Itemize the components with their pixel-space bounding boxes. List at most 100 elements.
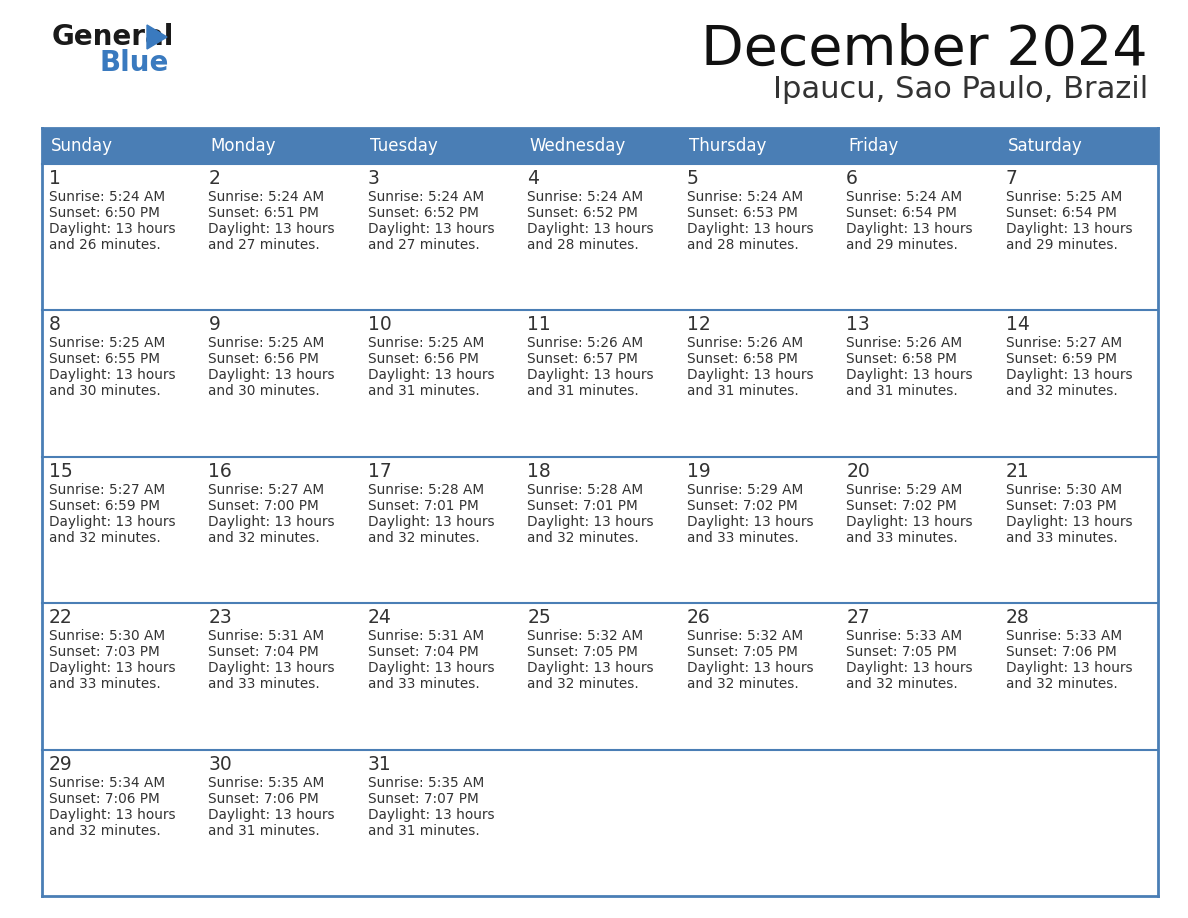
Bar bbox=[520, 750, 680, 896]
Text: Sunset: 6:59 PM: Sunset: 6:59 PM bbox=[49, 498, 160, 513]
Text: 23: 23 bbox=[208, 609, 232, 627]
Text: Daylight: 13 hours: Daylight: 13 hours bbox=[687, 661, 814, 676]
Text: Sunset: 7:02 PM: Sunset: 7:02 PM bbox=[687, 498, 797, 513]
Text: Sunrise: 5:25 AM: Sunrise: 5:25 AM bbox=[208, 336, 324, 351]
Text: Sunrise: 5:33 AM: Sunrise: 5:33 AM bbox=[846, 629, 962, 644]
Text: Sunset: 7:05 PM: Sunset: 7:05 PM bbox=[846, 645, 958, 659]
Text: Sunrise: 5:34 AM: Sunrise: 5:34 AM bbox=[49, 776, 165, 789]
Text: Sunset: 6:57 PM: Sunset: 6:57 PM bbox=[527, 353, 638, 366]
Text: Sunrise: 5:35 AM: Sunrise: 5:35 AM bbox=[368, 776, 484, 789]
Text: 15: 15 bbox=[49, 462, 72, 481]
Text: Sunrise: 5:27 AM: Sunrise: 5:27 AM bbox=[208, 483, 324, 497]
Bar bbox=[680, 750, 839, 896]
Text: Daylight: 13 hours: Daylight: 13 hours bbox=[49, 808, 176, 822]
Text: 1: 1 bbox=[49, 169, 61, 188]
Text: Saturday: Saturday bbox=[1007, 137, 1082, 155]
Text: Daylight: 13 hours: Daylight: 13 hours bbox=[1005, 222, 1132, 236]
Text: Daylight: 13 hours: Daylight: 13 hours bbox=[208, 515, 335, 529]
Text: 5: 5 bbox=[687, 169, 699, 188]
Bar bbox=[202, 164, 361, 310]
Text: Sunrise: 5:30 AM: Sunrise: 5:30 AM bbox=[49, 629, 165, 644]
Bar bbox=[202, 310, 361, 457]
Text: and 33 minutes.: and 33 minutes. bbox=[687, 531, 798, 544]
Bar bbox=[999, 457, 1158, 603]
Text: Daylight: 13 hours: Daylight: 13 hours bbox=[527, 368, 653, 383]
Text: Sunset: 7:05 PM: Sunset: 7:05 PM bbox=[527, 645, 638, 659]
Text: and 31 minutes.: and 31 minutes. bbox=[368, 385, 480, 398]
Text: Sunday: Sunday bbox=[51, 137, 113, 155]
Bar bbox=[839, 457, 999, 603]
Text: and 26 minutes.: and 26 minutes. bbox=[49, 238, 160, 252]
Text: Daylight: 13 hours: Daylight: 13 hours bbox=[846, 661, 973, 676]
Text: Sunrise: 5:28 AM: Sunrise: 5:28 AM bbox=[368, 483, 484, 497]
Text: and 32 minutes.: and 32 minutes. bbox=[687, 677, 798, 691]
Text: Sunset: 6:56 PM: Sunset: 6:56 PM bbox=[208, 353, 320, 366]
Text: 13: 13 bbox=[846, 316, 870, 334]
Text: and 33 minutes.: and 33 minutes. bbox=[368, 677, 480, 691]
Text: 10: 10 bbox=[368, 316, 392, 334]
Text: and 32 minutes.: and 32 minutes. bbox=[846, 677, 958, 691]
Bar bbox=[999, 164, 1158, 310]
Text: Daylight: 13 hours: Daylight: 13 hours bbox=[527, 661, 653, 676]
Text: Sunrise: 5:29 AM: Sunrise: 5:29 AM bbox=[846, 483, 962, 497]
Text: 30: 30 bbox=[208, 755, 232, 774]
Text: Sunset: 7:06 PM: Sunset: 7:06 PM bbox=[1005, 645, 1117, 659]
Text: Ipaucu, Sao Paulo, Brazil: Ipaucu, Sao Paulo, Brazil bbox=[772, 75, 1148, 104]
Text: and 32 minutes.: and 32 minutes. bbox=[527, 531, 639, 544]
Bar bbox=[839, 310, 999, 457]
Text: Daylight: 13 hours: Daylight: 13 hours bbox=[49, 515, 176, 529]
Text: Sunrise: 5:24 AM: Sunrise: 5:24 AM bbox=[527, 190, 644, 204]
Text: and 27 minutes.: and 27 minutes. bbox=[368, 238, 480, 252]
Text: Sunrise: 5:31 AM: Sunrise: 5:31 AM bbox=[368, 629, 484, 644]
Bar bbox=[361, 457, 520, 603]
Text: Sunrise: 5:27 AM: Sunrise: 5:27 AM bbox=[49, 483, 165, 497]
Text: and 29 minutes.: and 29 minutes. bbox=[1005, 238, 1118, 252]
Text: 3: 3 bbox=[368, 169, 380, 188]
Text: Daylight: 13 hours: Daylight: 13 hours bbox=[208, 222, 335, 236]
Text: 31: 31 bbox=[368, 755, 392, 774]
Text: Daylight: 13 hours: Daylight: 13 hours bbox=[1005, 368, 1132, 383]
Text: Sunrise: 5:25 AM: Sunrise: 5:25 AM bbox=[368, 336, 484, 351]
Bar bbox=[999, 310, 1158, 457]
Text: and 30 minutes.: and 30 minutes. bbox=[49, 385, 160, 398]
Bar bbox=[42, 750, 202, 896]
Text: Friday: Friday bbox=[848, 137, 898, 155]
Bar bbox=[680, 603, 839, 750]
Text: and 33 minutes.: and 33 minutes. bbox=[208, 677, 321, 691]
Text: Daylight: 13 hours: Daylight: 13 hours bbox=[846, 515, 973, 529]
Text: 20: 20 bbox=[846, 462, 870, 481]
Text: 21: 21 bbox=[1005, 462, 1029, 481]
Text: Sunrise: 5:24 AM: Sunrise: 5:24 AM bbox=[846, 190, 962, 204]
Text: Daylight: 13 hours: Daylight: 13 hours bbox=[687, 515, 814, 529]
Bar bbox=[839, 750, 999, 896]
Bar bbox=[839, 603, 999, 750]
Text: 2: 2 bbox=[208, 169, 220, 188]
Text: and 27 minutes.: and 27 minutes. bbox=[208, 238, 321, 252]
Bar bbox=[520, 310, 680, 457]
Bar bbox=[361, 164, 520, 310]
Bar bbox=[999, 750, 1158, 896]
Text: Daylight: 13 hours: Daylight: 13 hours bbox=[49, 661, 176, 676]
Text: and 29 minutes.: and 29 minutes. bbox=[846, 238, 958, 252]
Text: Sunset: 6:54 PM: Sunset: 6:54 PM bbox=[1005, 206, 1117, 220]
Text: Daylight: 13 hours: Daylight: 13 hours bbox=[687, 368, 814, 383]
Text: and 31 minutes.: and 31 minutes. bbox=[208, 823, 321, 837]
Text: Sunset: 7:01 PM: Sunset: 7:01 PM bbox=[368, 498, 479, 513]
Bar bbox=[361, 750, 520, 896]
Text: and 32 minutes.: and 32 minutes. bbox=[49, 531, 160, 544]
Text: Sunset: 6:52 PM: Sunset: 6:52 PM bbox=[527, 206, 638, 220]
Bar bbox=[680, 310, 839, 457]
Bar bbox=[202, 603, 361, 750]
Text: Sunset: 7:04 PM: Sunset: 7:04 PM bbox=[368, 645, 479, 659]
Text: Daylight: 13 hours: Daylight: 13 hours bbox=[1005, 515, 1132, 529]
Bar bbox=[680, 457, 839, 603]
Text: 9: 9 bbox=[208, 316, 220, 334]
Text: Sunset: 6:53 PM: Sunset: 6:53 PM bbox=[687, 206, 797, 220]
Text: Sunset: 6:58 PM: Sunset: 6:58 PM bbox=[687, 353, 797, 366]
Text: 14: 14 bbox=[1005, 316, 1030, 334]
Text: and 32 minutes.: and 32 minutes. bbox=[368, 531, 480, 544]
Text: and 30 minutes.: and 30 minutes. bbox=[208, 385, 321, 398]
Text: and 32 minutes.: and 32 minutes. bbox=[1005, 385, 1118, 398]
Text: 11: 11 bbox=[527, 316, 551, 334]
Text: Sunrise: 5:35 AM: Sunrise: 5:35 AM bbox=[208, 776, 324, 789]
